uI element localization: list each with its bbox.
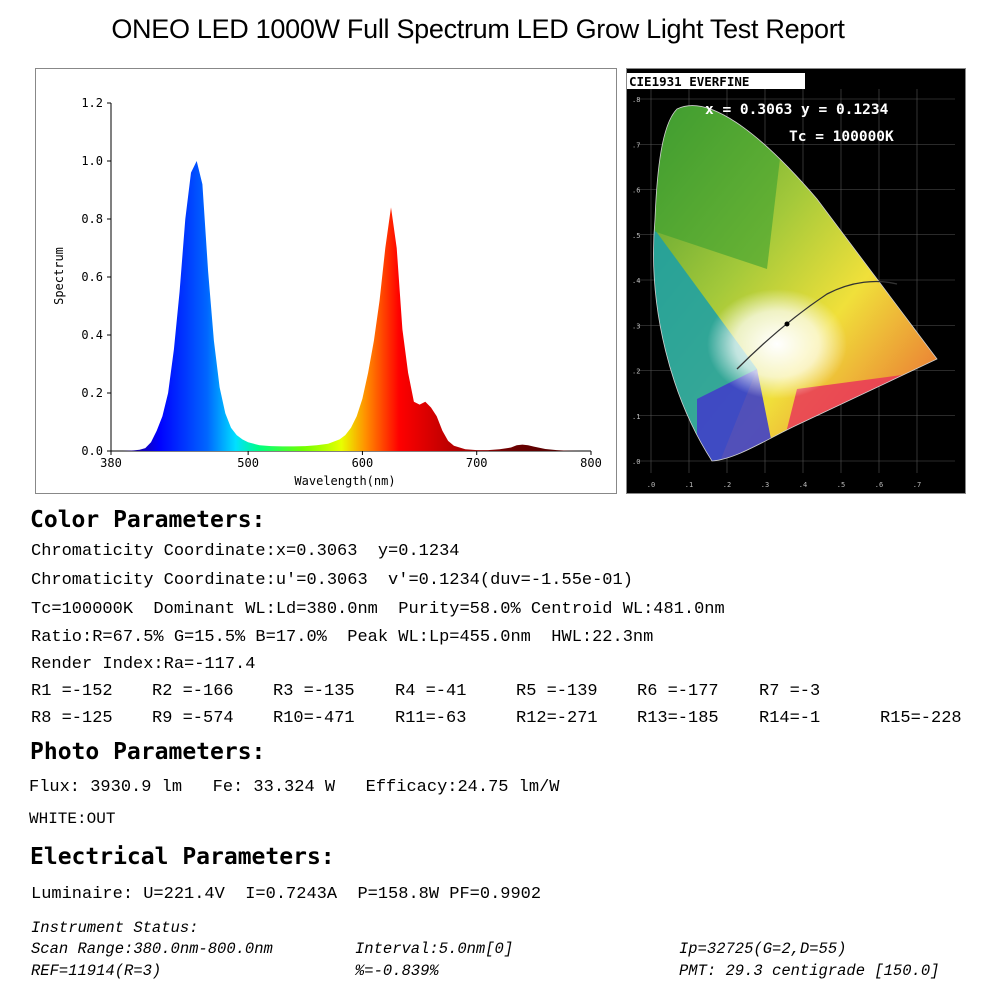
flux-line: Flux: 3930.9 lm Fe: 33.324 W Efficacy:24… xyxy=(29,778,560,797)
y-tick-label: 0.6 xyxy=(81,270,103,284)
spectrum-chart: 380 500 600 700 800 0.0 0.2 0.4 0.6 0.8 1.0 1.2 Wav… xyxy=(52,96,602,488)
instrument-status-heading: Instrument Status: xyxy=(31,919,199,937)
cie-x-tick-label: .6 xyxy=(875,481,883,489)
y-tick-label: 1.0 xyxy=(81,154,103,168)
r-value: R5 =-139 xyxy=(516,682,598,701)
y-tick-label: 0.2 xyxy=(81,386,103,400)
r-value: R12=-271 xyxy=(516,709,598,728)
cie-color-temperature: Tc = 100000K xyxy=(789,129,894,145)
cie-x-tick-label: .4 xyxy=(799,481,807,489)
cie-y-tick-label: .6 xyxy=(632,187,640,195)
r-value: R3 =-135 xyxy=(273,682,355,701)
percent-value: %=-0.839% xyxy=(355,962,439,980)
cie-y-tick-label: .2 xyxy=(632,368,640,376)
color-parameters-heading: Color Parameters: xyxy=(30,507,266,533)
spectrum-ticks: 380 500 600 700 800 0.0 0.2 0.4 0.6 0.8 1.0 1.2 xyxy=(81,96,602,470)
cie-x-tick-label: .0 xyxy=(647,481,655,489)
y-tick-label: 0.4 xyxy=(81,328,103,342)
cie-y-tick-label: .1 xyxy=(632,413,640,421)
r-value: R8 =-125 xyxy=(31,709,113,728)
scan-range: Scan Range:380.0nm-800.0nm xyxy=(31,940,273,958)
r-value: R14=-1 xyxy=(759,709,821,728)
tc-dominant-line: Tc=100000K Dominant WL:Ld=380.0nm Purity… xyxy=(31,600,725,619)
photo-parameters-heading: Photo Parameters: xyxy=(30,739,266,765)
cie-y-tick-label: .7 xyxy=(632,141,640,149)
r-values-row-2: R8 =-125 R9 =-574 R10=-471 R11=-63 R12=-… xyxy=(31,709,991,731)
y-tick-label: 1.2 xyxy=(81,96,103,110)
luminaire-line: Luminaire: U=221.4V I=0.7243A P=158.8W P… xyxy=(31,885,542,904)
r-value: R7 =-3 xyxy=(759,682,821,701)
cie-x-tick-label: .5 xyxy=(837,481,845,489)
cie-x-tick-label: .2 xyxy=(723,481,731,489)
cie-x-ticks: .0 .1 .2 .3 .4 .5 .6 .7 xyxy=(647,481,921,489)
cie-y-tick-label: .5 xyxy=(632,232,640,240)
chromaticity-uv: Chromaticity Coordinate:u'=0.3063 v'=0.1… xyxy=(31,571,633,590)
r-value: R11=-63 xyxy=(395,709,467,728)
r-value: R10=-471 xyxy=(273,709,355,728)
ref-value: REF=11914(R=3) xyxy=(31,962,162,980)
r-value: R9 =-574 xyxy=(152,709,234,728)
cie-chart-panel: CIE1931 EVERFINE x = 0.3063 y = 0.1234 T… xyxy=(626,68,966,494)
r-values-row-1: R1 =-152 R2 =-166 R3 =-135 R4 =-41 R5 =-… xyxy=(31,682,991,704)
cie-x-tick-label: .1 xyxy=(685,481,693,489)
ip-value: Ip=32725(G=2,D=55) xyxy=(679,940,847,958)
x-tick-label: 600 xyxy=(352,456,374,470)
cie-x-tick-label: .7 xyxy=(913,481,921,489)
cie-diagram: CIE1931 EVERFINE x = 0.3063 y = 0.1234 T… xyxy=(627,69,965,493)
cie-coordinate-readout: x = 0.3063 y = 0.1234 xyxy=(705,102,889,118)
cie-y-ticks: .8 .7 .6 .5 .4 .3 .2 .1 .0 xyxy=(632,96,640,466)
cie-y-tick-label: .0 xyxy=(632,458,640,466)
r-value: R6 =-177 xyxy=(637,682,719,701)
x-tick-label: 700 xyxy=(466,456,488,470)
spectrum-area xyxy=(111,161,591,451)
y-axis-label: Spectrum xyxy=(52,247,66,305)
y-tick-label: 0.0 xyxy=(81,444,103,458)
r-value: R2 =-166 xyxy=(152,682,234,701)
x-tick-label: 800 xyxy=(580,456,602,470)
chromaticity-point xyxy=(784,321,790,327)
chromaticity-xy: Chromaticity Coordinate:x=0.3063 y=0.123… xyxy=(31,542,460,561)
r-value: R15=-228 xyxy=(880,709,962,728)
cie-y-tick-label: .4 xyxy=(632,277,640,285)
x-axis-label: Wavelength(nm) xyxy=(294,474,395,488)
report-title: ONEO LED 1000W Full Spectrum LED Grow Li… xyxy=(111,14,845,44)
cie-y-tick-label: .3 xyxy=(632,322,640,330)
x-tick-label: 500 xyxy=(237,456,259,470)
cie-title: CIE1931 EVERFINE xyxy=(629,74,749,89)
render-index: Render Index:Ra=-117.4 xyxy=(31,655,256,674)
white-out: WHITE:OUT xyxy=(29,810,116,828)
spectrum-chart-panel: 380 500 600 700 800 0.0 0.2 0.4 0.6 0.8 1.0 1.2 Wav… xyxy=(35,68,617,494)
ratio-peak-line: Ratio:R=67.5% G=15.5% B=17.0% Peak WL:Lp… xyxy=(31,628,654,647)
pmt-value: PMT: 29.3 centigrade [150.0] xyxy=(679,962,940,980)
r-value: R13=-185 xyxy=(637,709,719,728)
r-value: R4 =-41 xyxy=(395,682,467,701)
electrical-parameters-heading: Electrical Parameters: xyxy=(30,844,335,870)
interval: Interval:5.0nm[0] xyxy=(355,940,514,958)
cie-x-tick-label: .3 xyxy=(761,481,769,489)
r-value: R1 =-152 xyxy=(31,682,113,701)
x-tick-label: 380 xyxy=(100,456,122,470)
planckian-locus xyxy=(736,280,898,370)
cie-y-tick-label: .8 xyxy=(632,96,640,104)
y-tick-label: 0.8 xyxy=(81,212,103,226)
